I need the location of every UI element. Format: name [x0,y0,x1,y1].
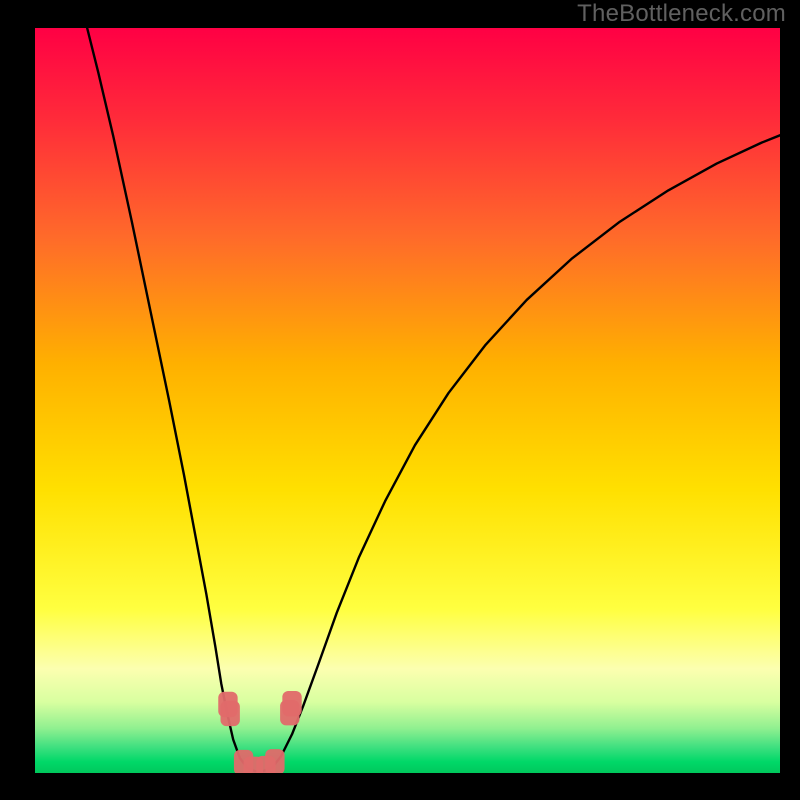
plot-area [35,28,780,773]
root: { "canvas": { "width": 800, "height": 80… [0,0,800,800]
watermark-text: TheBottleneck.com [577,0,786,28]
curve-marker [282,691,301,716]
curve-marker [265,749,284,773]
curve-marker [221,701,240,726]
chart-overlay [35,28,780,773]
bottleneck-curve [87,28,780,771]
